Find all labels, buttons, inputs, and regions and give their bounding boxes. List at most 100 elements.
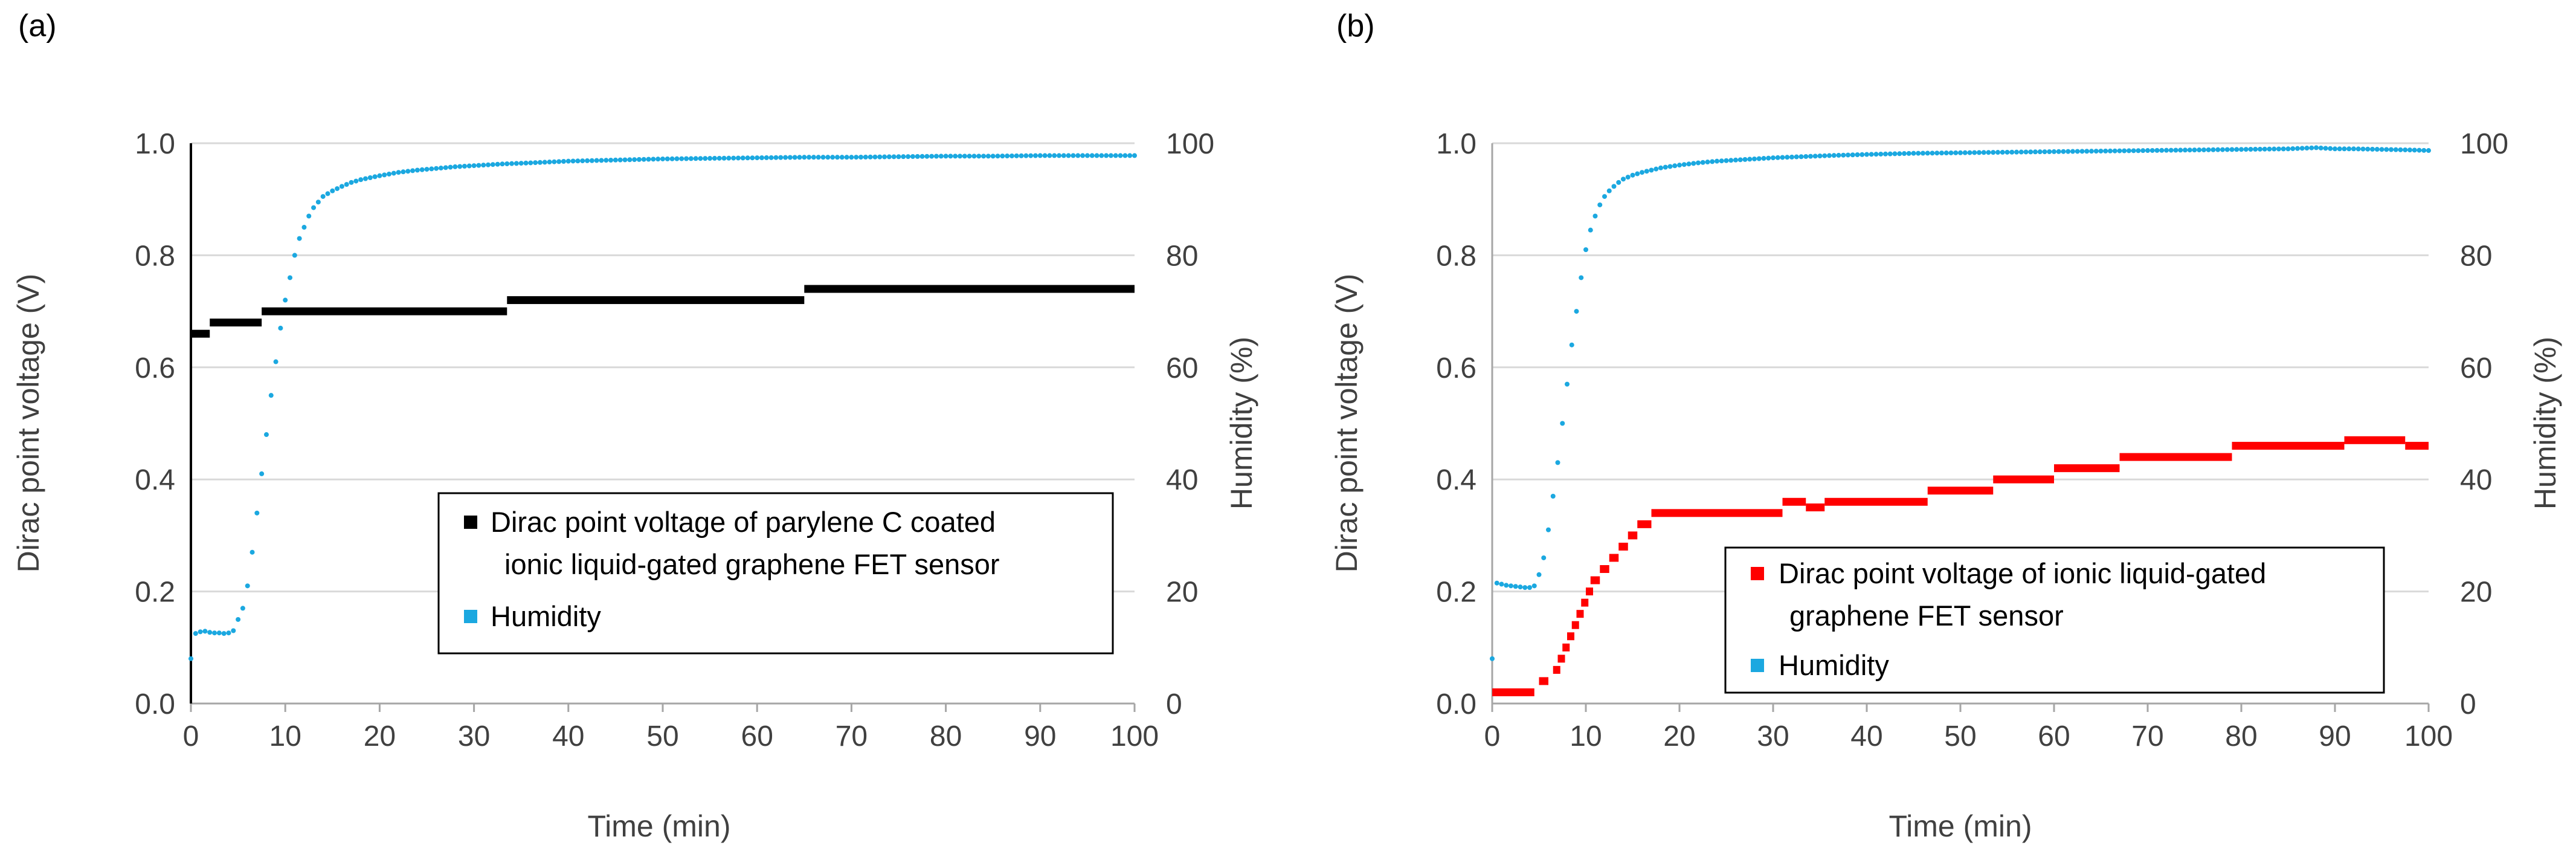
humidity-point bbox=[1906, 150, 1911, 156]
x-tick-label: 0 bbox=[1484, 720, 1501, 752]
humidity-point bbox=[1710, 159, 1715, 164]
humidity-point bbox=[1579, 275, 1584, 280]
dirac-point-segment bbox=[262, 307, 507, 315]
humidity-point bbox=[335, 186, 340, 192]
humidity-point bbox=[2103, 148, 2108, 154]
humidity-point bbox=[750, 155, 755, 161]
humidity-point bbox=[641, 157, 646, 162]
x-tick-label: 100 bbox=[2404, 720, 2453, 752]
humidity-point bbox=[632, 157, 637, 163]
humidity-point bbox=[518, 161, 524, 166]
humidity-point bbox=[990, 154, 996, 159]
humidity-point bbox=[1602, 194, 1607, 199]
panel-b-legend-dirac-line2: graphene FET sensor bbox=[1789, 600, 2064, 632]
humidity-point bbox=[712, 155, 717, 161]
dirac-point-segment bbox=[1806, 503, 1825, 512]
humidity-point bbox=[2122, 148, 2127, 154]
humidity-point bbox=[669, 156, 675, 161]
y2-tick-label: 80 bbox=[1166, 240, 1198, 272]
humidity-point bbox=[995, 154, 1000, 159]
humidity-point bbox=[985, 154, 991, 159]
humidity-point bbox=[901, 154, 906, 160]
humidity-point bbox=[1108, 153, 1113, 158]
humidity-point bbox=[1536, 572, 1542, 577]
humidity-point bbox=[2009, 149, 2015, 155]
humidity-point bbox=[1518, 584, 1523, 590]
humidity-point bbox=[1625, 175, 1631, 180]
panel-a-legend-box bbox=[437, 492, 1114, 655]
humidity-point bbox=[1606, 188, 1612, 193]
humidity-point bbox=[2421, 147, 2427, 153]
humidity-point bbox=[2267, 146, 2272, 152]
humidity-point bbox=[1752, 156, 1757, 161]
x-tick-label: 60 bbox=[741, 720, 773, 752]
x-tick-label: 10 bbox=[1570, 720, 1602, 752]
humidity-point bbox=[1686, 161, 1692, 167]
humidity-point bbox=[1817, 154, 1823, 159]
y-tick-label: 0.2 bbox=[1436, 577, 1476, 609]
humidity-point bbox=[1649, 167, 1654, 173]
panel-a-legend-dirac-line1: Dirac point voltage of parylene C coated bbox=[491, 506, 996, 538]
humidity-point bbox=[1499, 581, 1504, 587]
humidity-point bbox=[1756, 156, 1762, 161]
dirac-point-segment bbox=[1993, 475, 2054, 484]
humidity-point bbox=[1522, 585, 1528, 590]
humidity-point bbox=[1019, 153, 1024, 158]
humidity-point bbox=[948, 154, 953, 159]
humidity-point bbox=[1667, 164, 1673, 169]
humidity-point bbox=[1621, 176, 1626, 182]
y-tick-label: 0.0 bbox=[1436, 688, 1476, 720]
humidity-point bbox=[863, 154, 868, 160]
humidity-point bbox=[2018, 149, 2024, 155]
panel-a-label: (a) bbox=[18, 8, 57, 44]
humidity-point bbox=[585, 158, 590, 163]
humidity-point bbox=[2183, 147, 2188, 153]
humidity-point bbox=[1789, 154, 1794, 160]
humidity-point bbox=[288, 275, 293, 280]
panel-b-dirac-series bbox=[1492, 436, 2429, 696]
humidity-point bbox=[1644, 169, 1649, 174]
humidity-point bbox=[2173, 147, 2178, 153]
humidity-point bbox=[1089, 153, 1095, 158]
humidity-point bbox=[1127, 153, 1133, 158]
humidity-point bbox=[1565, 381, 1570, 387]
humidity-point bbox=[707, 156, 713, 161]
humidity-point bbox=[457, 164, 463, 169]
humidity-point bbox=[2342, 146, 2347, 152]
panel-b-label: (b) bbox=[1336, 8, 1375, 44]
humidity-point bbox=[1812, 154, 1818, 159]
dirac-point-segment bbox=[1576, 610, 1584, 618]
humidity-point bbox=[2248, 147, 2253, 152]
dirac-point-segment bbox=[507, 296, 805, 305]
humidity-point bbox=[1991, 150, 1996, 155]
dirac-point-segment bbox=[1628, 531, 1638, 540]
humidity-point bbox=[561, 159, 566, 164]
humidity-point bbox=[778, 155, 784, 160]
humidity-point bbox=[292, 253, 297, 258]
humidity-point bbox=[273, 359, 279, 364]
humidity-point bbox=[877, 154, 883, 160]
dirac-point-segment bbox=[1618, 542, 1628, 551]
humidity-point bbox=[236, 616, 241, 622]
x-tick-label: 30 bbox=[1757, 720, 1789, 752]
humidity-point bbox=[2056, 149, 2061, 154]
humidity-point bbox=[2239, 147, 2244, 152]
humidity-point bbox=[1883, 151, 1888, 157]
humidity-point bbox=[1798, 154, 1804, 160]
humidity-point bbox=[768, 155, 774, 160]
humidity-point bbox=[193, 631, 198, 636]
y-tick-label: 0.6 bbox=[135, 352, 175, 384]
humidity-point bbox=[1967, 150, 1972, 155]
y-tick-label: 1.0 bbox=[1436, 128, 1476, 160]
humidity-point bbox=[1747, 157, 1753, 162]
panel-b-legend-dirac-line1: Dirac point voltage of ionic liquid-gate… bbox=[1779, 557, 2266, 589]
humidity-point bbox=[735, 155, 741, 161]
humidity-point bbox=[1850, 152, 1855, 158]
humidity-point bbox=[646, 157, 651, 162]
humidity-point bbox=[2351, 146, 2356, 152]
humidity-point bbox=[1513, 584, 1518, 589]
humidity-point bbox=[396, 170, 401, 175]
y2-tick-label: 60 bbox=[1166, 352, 1198, 384]
humidity-point bbox=[1094, 153, 1100, 158]
